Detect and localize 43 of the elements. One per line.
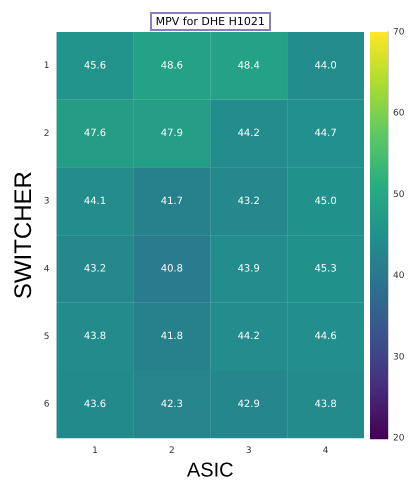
data-label: 45.6 <box>84 60 106 72</box>
y-tick-label: 6 <box>44 400 50 410</box>
data-label: 43.6 <box>84 398 106 410</box>
data-label: 43.2 <box>84 264 106 275</box>
data-label: 45.3 <box>314 264 337 275</box>
y-tick-label: 2 <box>44 128 50 139</box>
data-label: 40.8 <box>160 264 183 275</box>
data-label: 42.9 <box>238 398 260 410</box>
y-tick-label: 1 <box>44 61 50 72</box>
data-label: 43.8 <box>84 331 106 342</box>
x-tick-label: 2 <box>168 446 175 456</box>
data-label: 44.0 <box>314 60 337 72</box>
data-label: 44.1 <box>84 196 106 207</box>
x-tick-label: 1 <box>92 446 98 456</box>
y-axis-title: SWITCHER <box>10 171 38 300</box>
chart-title: MPV for DHE H1021 <box>150 12 271 31</box>
data-label: 43.8 <box>314 398 337 410</box>
color-bar-label: 50 <box>393 190 405 200</box>
color-bar-label: 60 <box>393 108 405 119</box>
data-label: 48.6 <box>160 60 183 72</box>
data-label: 44.2 <box>238 128 260 140</box>
data-label: 48.4 <box>238 60 260 72</box>
y-tick-label: 4 <box>44 264 50 274</box>
data-label: 45.0 <box>314 196 337 207</box>
y-tick-label: 3 <box>44 196 50 207</box>
data-label: 41.8 <box>160 331 183 342</box>
data-label: 44.7 <box>314 128 337 140</box>
x-tick-label: 3 <box>246 446 252 456</box>
x-tick-label: 4 <box>322 446 329 456</box>
data-label: 44.6 <box>314 331 337 342</box>
data-label: 42.3 <box>160 398 183 410</box>
data-label: 41.7 <box>160 196 183 207</box>
color-bar-label: 20 <box>393 434 405 444</box>
x-axis-title: ASIC <box>186 460 234 482</box>
data-label: 43.2 <box>238 196 260 207</box>
data-label: 43.9 <box>238 264 260 275</box>
data-label: 44.2 <box>238 331 260 342</box>
data-label: 47.6 <box>84 128 106 140</box>
data-label: 47.9 <box>160 128 183 140</box>
color-bar-label: 40 <box>393 271 405 282</box>
color-bar-label: 30 <box>393 352 405 362</box>
color-bar-label: 70 <box>393 27 405 38</box>
y-tick-label: 5 <box>44 332 50 342</box>
